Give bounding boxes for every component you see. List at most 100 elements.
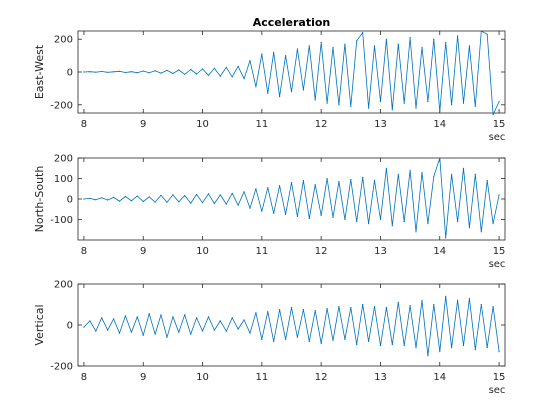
data-point — [468, 45, 470, 47]
data-point — [201, 202, 204, 204]
data-point — [207, 193, 210, 195]
data-point — [433, 303, 435, 306]
chart-panel-1: 8 9 10 11 12 13 14 15 -200 0 200 East-West sec Accele… — [33, 16, 505, 143]
data-point — [142, 70, 144, 72]
data-point — [213, 329, 215, 331]
y-axis-label: East-West — [33, 44, 46, 99]
data-point — [350, 178, 352, 181]
data-point — [403, 221, 405, 223]
data-point — [160, 72, 162, 74]
data-point — [362, 31, 364, 34]
data-point — [320, 41, 322, 44]
data-point — [190, 333, 192, 335]
data-point — [296, 215, 298, 217]
data-point — [178, 69, 180, 71]
data-point — [445, 237, 447, 239]
data-point — [492, 114, 494, 116]
data-point — [255, 86, 257, 88]
data-point — [296, 336, 298, 338]
data-point — [243, 78, 245, 80]
data-point — [356, 40, 358, 42]
data-point — [285, 213, 287, 215]
data-point — [451, 173, 453, 175]
data-point — [225, 203, 227, 205]
data-point — [166, 69, 168, 71]
data-point — [267, 92, 269, 94]
data-point — [391, 109, 393, 111]
data-point — [118, 200, 121, 202]
data-point — [255, 312, 257, 314]
data-point — [249, 332, 251, 334]
data-point — [290, 182, 293, 184]
data-point — [486, 347, 488, 349]
data-point — [255, 188, 257, 190]
data-point — [332, 339, 334, 341]
data-point — [172, 72, 174, 75]
data-point — [486, 180, 488, 182]
data-point — [101, 197, 103, 199]
x-tick-label: 8 — [81, 119, 87, 130]
data-point — [314, 99, 316, 101]
y-tick-label: 100 — [54, 174, 73, 185]
data-point — [427, 355, 429, 357]
x-unit-label: sec — [489, 259, 506, 270]
data-point — [492, 223, 494, 225]
data-point — [474, 349, 476, 351]
y-tick-label: -200 — [50, 100, 73, 111]
data-point — [427, 100, 429, 103]
data-point — [273, 340, 275, 342]
data-point — [178, 331, 180, 333]
data-point — [273, 212, 275, 214]
data-point — [362, 303, 364, 306]
data-point — [451, 104, 453, 106]
data-point — [130, 200, 132, 202]
data-point — [427, 223, 429, 225]
data-point — [368, 340, 370, 342]
data-point — [439, 110, 441, 112]
data-point — [225, 66, 227, 68]
data-point — [385, 167, 387, 169]
data-point — [457, 221, 459, 223]
data-point — [130, 71, 132, 73]
data-point — [415, 231, 417, 233]
x-tick-label: 8 — [81, 372, 87, 383]
data-point — [457, 35, 459, 37]
chart-panel-3: 8 9 10 11 12 13 14 15 -200 0 200 Vertical sec — [33, 280, 505, 397]
data-point — [166, 336, 168, 338]
data-point — [379, 100, 382, 103]
data-point — [368, 223, 370, 225]
data-point — [273, 51, 275, 53]
x-tick-label: 13 — [374, 246, 387, 257]
data-point — [243, 191, 245, 193]
data-point — [136, 195, 138, 197]
data-point — [397, 43, 399, 45]
data-point — [142, 334, 144, 336]
x-tick-label: 9 — [140, 372, 146, 383]
data-point — [219, 75, 221, 77]
y-tick-label: 0 — [67, 195, 73, 206]
x-tick-label: 11 — [255, 119, 268, 130]
data-point — [130, 331, 132, 333]
x-tick-label: 14 — [433, 119, 446, 130]
x-tick-label: 11 — [255, 246, 268, 257]
data-point — [160, 314, 162, 316]
data-point — [201, 330, 204, 332]
data-point — [113, 71, 115, 73]
data-point — [492, 306, 494, 308]
y-tick-label: 200 — [54, 154, 73, 165]
data-point — [196, 317, 198, 319]
x-unit-label: sec — [489, 132, 506, 143]
data-point — [326, 102, 328, 104]
data-point — [498, 100, 500, 103]
data-point — [148, 313, 150, 315]
data-point — [237, 328, 239, 330]
data-point — [190, 202, 192, 204]
data-point — [409, 37, 411, 39]
data-point — [338, 306, 340, 308]
x-tick-label: 15 — [493, 246, 506, 257]
data-point — [285, 55, 287, 57]
data-point — [468, 297, 470, 299]
data-point — [124, 71, 126, 74]
y-axis-label: Vertical — [33, 304, 46, 345]
data-point — [249, 207, 251, 209]
